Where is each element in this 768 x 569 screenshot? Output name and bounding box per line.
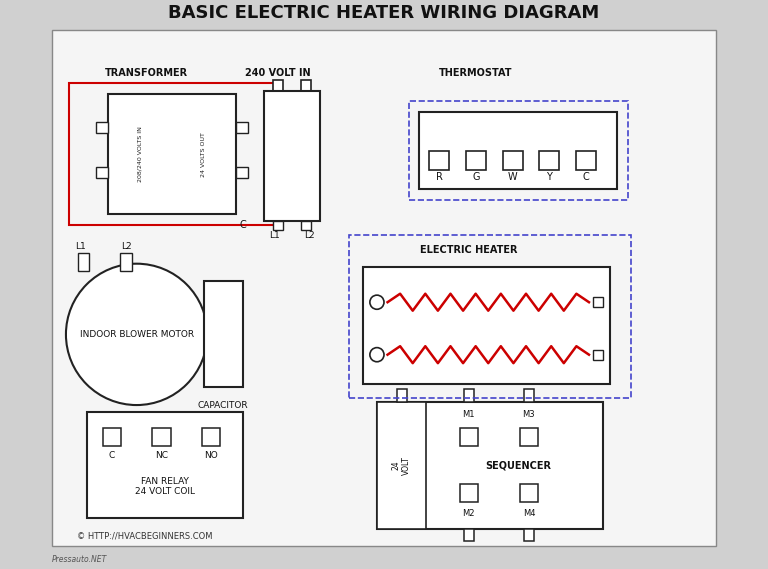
Text: R: R — [435, 172, 442, 183]
Bar — [576, 151, 596, 170]
Bar — [409, 101, 628, 200]
Text: C: C — [583, 172, 590, 183]
Bar — [466, 151, 486, 170]
Text: L1: L1 — [74, 241, 85, 250]
Text: C: C — [109, 451, 115, 460]
Bar — [78, 253, 89, 271]
Text: THERMOSTAT: THERMOSTAT — [439, 68, 512, 78]
Text: © HTTP://HVACBEGINNERS.COM: © HTTP://HVACBEGINNERS.COM — [77, 531, 212, 541]
Bar — [520, 484, 538, 502]
Bar — [377, 402, 426, 529]
Bar — [464, 529, 474, 542]
Text: Y: Y — [547, 172, 552, 183]
Bar — [301, 80, 311, 90]
Bar — [429, 151, 449, 170]
Text: M4: M4 — [523, 509, 535, 518]
Bar — [592, 297, 603, 307]
Bar — [87, 412, 243, 518]
Text: L2: L2 — [304, 231, 315, 240]
Bar — [202, 428, 220, 446]
Text: INDOOR BLOWER MOTOR: INDOOR BLOWER MOTOR — [80, 330, 194, 339]
Bar — [96, 122, 108, 133]
Circle shape — [370, 348, 384, 362]
Text: L2: L2 — [121, 241, 131, 250]
Text: C: C — [240, 220, 246, 230]
Bar — [273, 221, 283, 230]
Circle shape — [370, 295, 384, 310]
Bar — [152, 428, 170, 446]
Text: G: G — [472, 172, 480, 183]
Bar — [524, 389, 534, 402]
Bar — [121, 253, 131, 271]
Bar — [103, 428, 121, 446]
Text: 24
VOLT: 24 VOLT — [392, 456, 412, 475]
Bar — [236, 122, 248, 133]
Bar — [419, 112, 617, 189]
Bar — [459, 484, 478, 502]
Bar — [539, 151, 559, 170]
Bar — [96, 167, 108, 178]
Bar — [301, 221, 311, 230]
Text: CAPACITOR: CAPACITOR — [198, 401, 249, 410]
Bar — [108, 94, 236, 214]
Bar — [264, 90, 320, 221]
Text: M1: M1 — [462, 410, 475, 419]
Text: M3: M3 — [522, 410, 535, 419]
Bar — [464, 389, 474, 402]
Bar — [69, 84, 274, 225]
Bar — [520, 428, 538, 446]
Bar — [503, 151, 522, 170]
Text: SEQUENCER: SEQUENCER — [485, 460, 551, 470]
Text: BASIC ELECTRIC HEATER WIRING DIAGRAM: BASIC ELECTRIC HEATER WIRING DIAGRAM — [168, 4, 600, 22]
Bar — [273, 80, 283, 90]
Circle shape — [66, 263, 207, 405]
Text: Pressauto.NET: Pressauto.NET — [51, 555, 107, 564]
Text: ELECTRIC HEATER: ELECTRIC HEATER — [420, 245, 518, 254]
Text: FAN RELAY
24 VOLT COIL: FAN RELAY 24 VOLT COIL — [135, 477, 195, 496]
Text: M2: M2 — [462, 509, 475, 518]
Bar — [362, 267, 610, 384]
Text: TRANSFORMER: TRANSFORMER — [104, 68, 188, 78]
Bar — [349, 236, 631, 398]
Bar — [236, 167, 248, 178]
Text: W: W — [508, 172, 518, 183]
Bar — [524, 529, 534, 542]
Bar — [592, 350, 603, 360]
Text: NC: NC — [155, 451, 168, 460]
Bar — [204, 281, 243, 387]
Bar — [459, 428, 478, 446]
Text: NO: NO — [204, 451, 217, 460]
Bar — [377, 402, 603, 529]
Bar — [397, 389, 406, 402]
Text: 240 VOLT IN: 240 VOLT IN — [245, 68, 311, 78]
Text: L1: L1 — [269, 231, 280, 240]
Text: 24 VOLTS OUT: 24 VOLTS OUT — [201, 131, 207, 176]
Text: 208/240 VOLTS IN: 208/240 VOLTS IN — [137, 126, 143, 182]
